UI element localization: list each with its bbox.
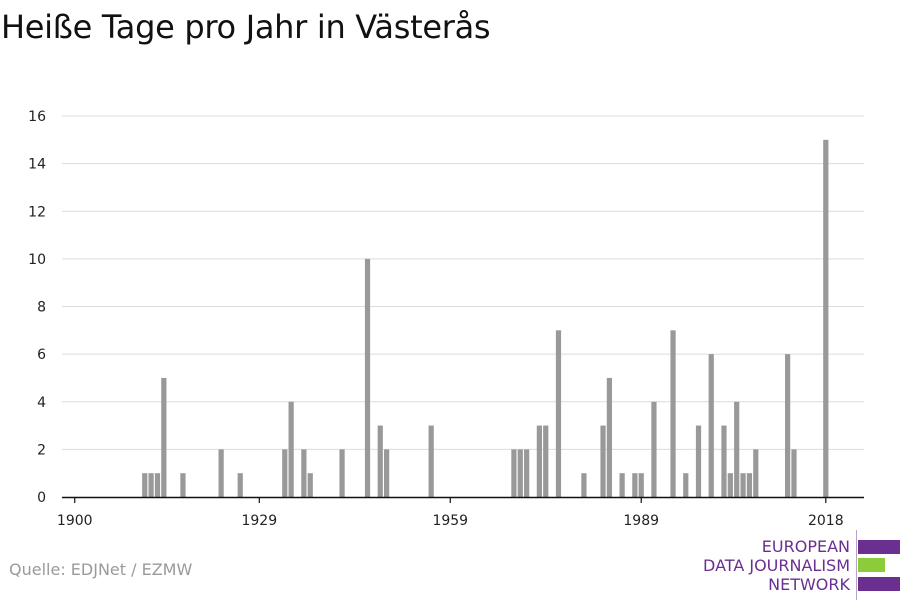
y-tick-label: 6 (37, 347, 46, 363)
bar (632, 473, 638, 497)
bar (727, 473, 733, 497)
x-tick-label: 1900 (57, 513, 93, 529)
edjnet-logo[interactable]: EUROPEAN DATA JOURNALISM NETWORK (700, 530, 900, 600)
y-tick-label: 0 (37, 490, 46, 506)
bar (282, 449, 288, 497)
bar (536, 425, 542, 497)
y-tick-label: 8 (37, 300, 46, 316)
source-note: Quelle: EDJNet / EZMW (9, 560, 193, 579)
bar (339, 449, 345, 497)
y-tick-label: 4 (37, 395, 46, 411)
logo-line-network: NETWORK (768, 575, 850, 594)
bar (823, 139, 829, 497)
bar (695, 425, 702, 497)
bar (237, 473, 243, 497)
bar (511, 449, 517, 497)
bar (307, 473, 313, 497)
bar (218, 449, 224, 497)
bar (670, 330, 676, 497)
bar (428, 425, 434, 497)
logo-separator (856, 530, 857, 600)
bar (180, 473, 186, 497)
bar (364, 258, 371, 497)
bar (517, 449, 523, 497)
bar (581, 473, 587, 497)
bar (606, 377, 613, 497)
bars (142, 139, 829, 497)
bar (683, 473, 689, 497)
logo-line-european: EUROPEAN (761, 537, 850, 556)
x-tick-label: 1989 (623, 513, 659, 529)
logo-bar-middle (858, 558, 885, 572)
y-tick-label: 10 (28, 252, 46, 268)
x-axis: 1900 1929 1959 1989 2018 (57, 496, 864, 529)
bar (651, 401, 657, 497)
y-tick-label: 2 (37, 442, 46, 458)
x-tick-label: 1959 (432, 513, 468, 529)
bar (288, 401, 294, 497)
bar (600, 425, 606, 497)
bar (708, 354, 714, 497)
bar (555, 330, 562, 497)
logo-line-data-journalism: DATA JOURNALISM (703, 556, 850, 575)
bar (638, 473, 644, 497)
bar (791, 449, 797, 497)
bar (161, 377, 167, 497)
bar (721, 425, 727, 497)
logo-bar-bottom (858, 577, 900, 591)
bar (384, 449, 390, 497)
bar (543, 425, 549, 497)
bar (753, 449, 759, 497)
bar (148, 473, 154, 497)
bar (154, 473, 161, 497)
logo-bar-top (858, 540, 900, 554)
bar (142, 473, 148, 497)
x-tick-label: 1929 (241, 513, 277, 529)
bar (524, 449, 530, 497)
chart-title: Heiße Tage pro Jahr in Västerås (1, 8, 491, 46)
bar (619, 473, 625, 497)
y-axis-tick-labels: 0 2 4 6 8 10 12 14 16 (28, 109, 46, 506)
bar (746, 473, 753, 497)
grid-lines (62, 115, 864, 450)
y-tick-label: 14 (28, 157, 46, 173)
bar (377, 425, 383, 497)
bar (740, 473, 746, 497)
y-tick-label: 12 (28, 204, 46, 220)
x-tick-label: 2018 (808, 513, 844, 529)
bar (785, 354, 791, 497)
bar (301, 449, 307, 497)
bar (734, 401, 740, 497)
y-tick-label: 16 (28, 109, 46, 125)
